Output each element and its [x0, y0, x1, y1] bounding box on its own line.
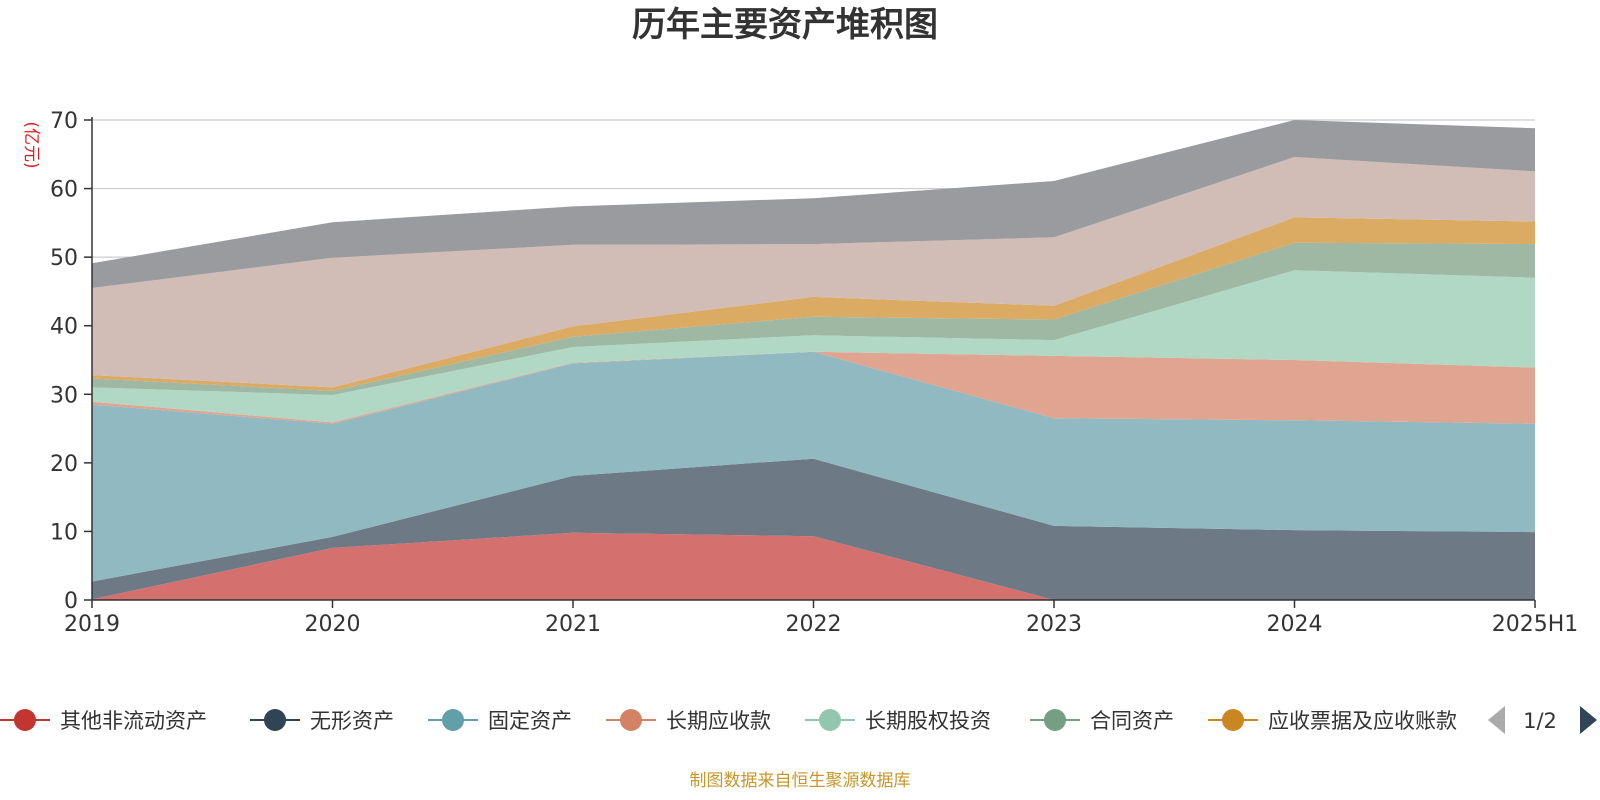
triangle-right-icon[interactable] [1580, 706, 1597, 734]
legend-item-长期股权投资[interactable]: 长期股权投资 [805, 709, 991, 733]
x-tick-label: 2020 [305, 612, 361, 637]
x-tick-label: 2022 [786, 612, 842, 637]
legend-item-固定资产[interactable]: 固定资产 [428, 709, 572, 733]
legend-circle-icon [264, 709, 286, 731]
legend-circle-icon [620, 709, 642, 731]
area-合同资产 [92, 242, 1535, 395]
y-tick-label: 30 [50, 383, 78, 408]
legend-label: 应收票据及应收账款 [1268, 709, 1457, 733]
y-tick-label: 40 [50, 315, 78, 340]
y-tick-label: 0 [64, 589, 78, 614]
y-tick-label: 50 [50, 246, 78, 271]
legend-item-长期应收款[interactable]: 长期应收款 [606, 709, 771, 733]
legend: 其他非流动资产 无形资产 固定资产 长期应收款 长期股权投资 合同资产 应收票据及应收账款 [0, 709, 1457, 733]
area-固定资产 [92, 351, 1535, 582]
area-series-8 [92, 157, 1535, 388]
area-无形资产 [92, 458, 1535, 600]
x-tick-label: 2019 [64, 612, 120, 637]
triangle-left-icon[interactable] [1488, 706, 1505, 734]
area-应收票据及应收账款 [92, 217, 1535, 391]
y-axis-unit-label: (亿元) [21, 121, 41, 168]
x-tick-label: 2025H1 [1492, 612, 1579, 637]
area-长期股权投资 [92, 270, 1535, 423]
legend-item-应收票据及应收账款[interactable]: 应收票据及应收账款 [1208, 709, 1457, 733]
legend-circle-icon [1222, 709, 1244, 731]
area-series-group [92, 120, 1535, 600]
legend-item-其他非流动资产[interactable]: 其他非流动资产 [0, 709, 207, 733]
x-tick-label: 2023 [1026, 612, 1082, 637]
legend-label: 其他非流动资产 [60, 709, 207, 733]
y-tick-label: 10 [50, 520, 78, 545]
legend-item-无形资产[interactable]: 无形资产 [250, 709, 394, 733]
legend-item-合同资产[interactable]: 合同资产 [1030, 709, 1174, 733]
legend-label: 长期股权投资 [865, 709, 991, 733]
axes: 0 10 20 30 40 50 60 70 2019 2020 2021 2022 2023 2024 2… [50, 109, 1578, 637]
legend-circle-icon [442, 709, 464, 731]
legend-circle-icon [819, 709, 841, 731]
area-series-9 [92, 120, 1535, 288]
legend-page-indicator: 1/2 [1523, 709, 1557, 733]
area-长期应收款 [92, 351, 1535, 424]
legend-label: 无形资产 [310, 709, 394, 733]
legend-label: 合同资产 [1090, 709, 1174, 733]
legend-circle-icon [14, 709, 36, 731]
legend-circle-icon [1044, 709, 1066, 731]
x-tick-label: 2021 [545, 612, 601, 637]
legend-pager: 1/2 [1488, 706, 1597, 734]
legend-label: 固定资产 [488, 709, 572, 733]
y-tick-label: 60 [50, 178, 78, 203]
x-tick-label: 2024 [1267, 612, 1323, 637]
legend-label: 长期应收款 [666, 709, 771, 733]
y-tick-label: 20 [50, 452, 78, 477]
y-tick-label: 70 [50, 109, 78, 134]
source-note: 制图数据来自恒生聚源数据库 [690, 771, 911, 791]
area-其他非流动资产 [92, 532, 1535, 600]
chart-title: 历年主要资产堆积图 [632, 5, 938, 45]
